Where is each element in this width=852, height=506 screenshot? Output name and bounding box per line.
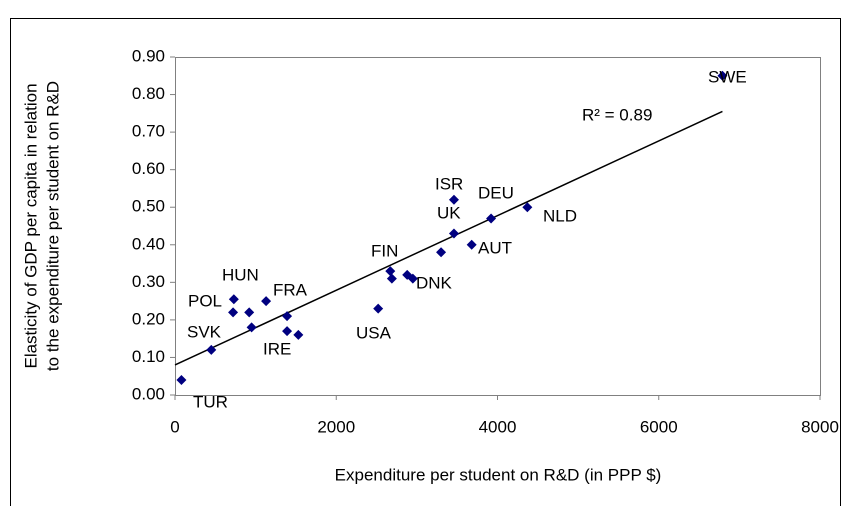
point [282, 326, 293, 337]
r-squared-annotation: R² = 0.89 [582, 105, 652, 124]
y-tick-label: 0.20 [132, 309, 165, 328]
point [386, 273, 397, 284]
point [176, 374, 187, 385]
y-tick-label: 0.90 [132, 46, 165, 65]
point-label: UK [437, 203, 461, 222]
x-tick-label: 2000 [317, 417, 355, 436]
point-label: DNK [416, 273, 453, 292]
point [244, 307, 255, 318]
trendline [174, 110, 723, 366]
point [436, 247, 447, 258]
point [228, 294, 239, 305]
y-tick-label: 0.30 [132, 272, 165, 291]
y-tick-label: 0.70 [132, 122, 165, 141]
y-axis-title: to the expenditure per student on R&D [43, 81, 62, 371]
x-tick-label: 6000 [640, 417, 678, 436]
y-tick-label: 0.40 [132, 234, 165, 253]
y-axis-title: Elasticity of GDP per capita in relation [21, 83, 40, 368]
point-label: NLD [543, 206, 577, 225]
y-tick-label: 0.50 [132, 197, 165, 216]
point-label: ISR [435, 174, 463, 193]
point [246, 322, 257, 333]
y-tick-label: 0.00 [132, 384, 165, 403]
point-label: HUN [222, 265, 259, 284]
point [466, 239, 477, 250]
point [261, 296, 272, 307]
chart-frame [10, 18, 841, 506]
point-label: USA [356, 323, 392, 342]
point [717, 70, 728, 81]
point [522, 202, 533, 213]
point [373, 303, 384, 314]
point [486, 213, 497, 224]
point [228, 307, 239, 318]
point [448, 228, 459, 239]
point [448, 194, 459, 205]
x-tick-label: 8000 [801, 417, 839, 436]
y-tick-label: 0.80 [132, 84, 165, 103]
point [282, 311, 293, 322]
point [206, 344, 217, 355]
point-label: TUR [193, 392, 228, 411]
point-label: AUT [478, 238, 512, 257]
y-tick-label: 0.10 [132, 347, 165, 366]
point-label: SVK [187, 322, 222, 341]
x-tick-label: 0 [170, 417, 179, 436]
point [385, 266, 396, 277]
point [293, 329, 304, 340]
point-label: FRA [273, 280, 308, 299]
point-label: DEU [478, 183, 514, 202]
point [407, 273, 418, 284]
y-tick-label: 0.60 [132, 159, 165, 178]
point-label: SWE [708, 67, 747, 86]
x-tick-label: 4000 [479, 417, 517, 436]
point-label: IRE [263, 339, 291, 358]
point-label: FIN [371, 241, 398, 260]
x-axis-title: Expenditure per student on R&D (in PPP $… [335, 465, 662, 484]
point-label: POL [188, 291, 222, 310]
